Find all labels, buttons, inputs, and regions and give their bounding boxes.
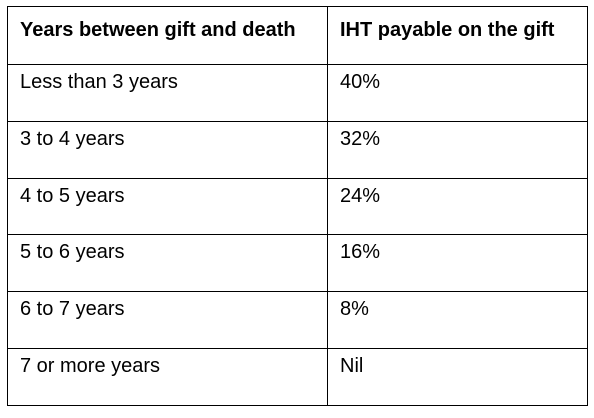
iht-rate-cell: 16%	[327, 234, 588, 293]
years-cell: 6 to 7 years	[7, 291, 328, 350]
table-row: Less than 3 years 40%	[7, 64, 588, 122]
years-cell: 3 to 4 years	[7, 120, 328, 179]
iht-rate-cell: Nil	[327, 348, 588, 406]
iht-rate-cell: 24%	[327, 177, 588, 236]
iht-table-container: Years between gift and death IHT payable…	[7, 6, 588, 406]
table-row: 4 to 5 years 24%	[7, 177, 588, 236]
table-row: 6 to 7 years 8%	[7, 291, 588, 350]
iht-rate-cell: 8%	[327, 291, 588, 350]
years-cell: 5 to 6 years	[7, 234, 328, 293]
table-row: 7 or more years Nil	[7, 348, 588, 406]
iht-rate-cell: 32%	[327, 120, 588, 179]
table-header-row: Years between gift and death IHT payable…	[7, 6, 588, 65]
iht-table: Years between gift and death IHT payable…	[7, 6, 588, 406]
years-cell: Less than 3 years	[7, 64, 328, 122]
header-years-between-gift-and-death: Years between gift and death	[7, 6, 328, 65]
years-cell: 4 to 5 years	[7, 177, 328, 236]
table-row: 5 to 6 years 16%	[7, 234, 588, 293]
years-cell: 7 or more years	[7, 348, 328, 406]
table-row: 3 to 4 years 32%	[7, 120, 588, 179]
iht-rate-cell: 40%	[327, 64, 588, 122]
header-iht-payable-on-gift: IHT payable on the gift	[327, 6, 588, 65]
